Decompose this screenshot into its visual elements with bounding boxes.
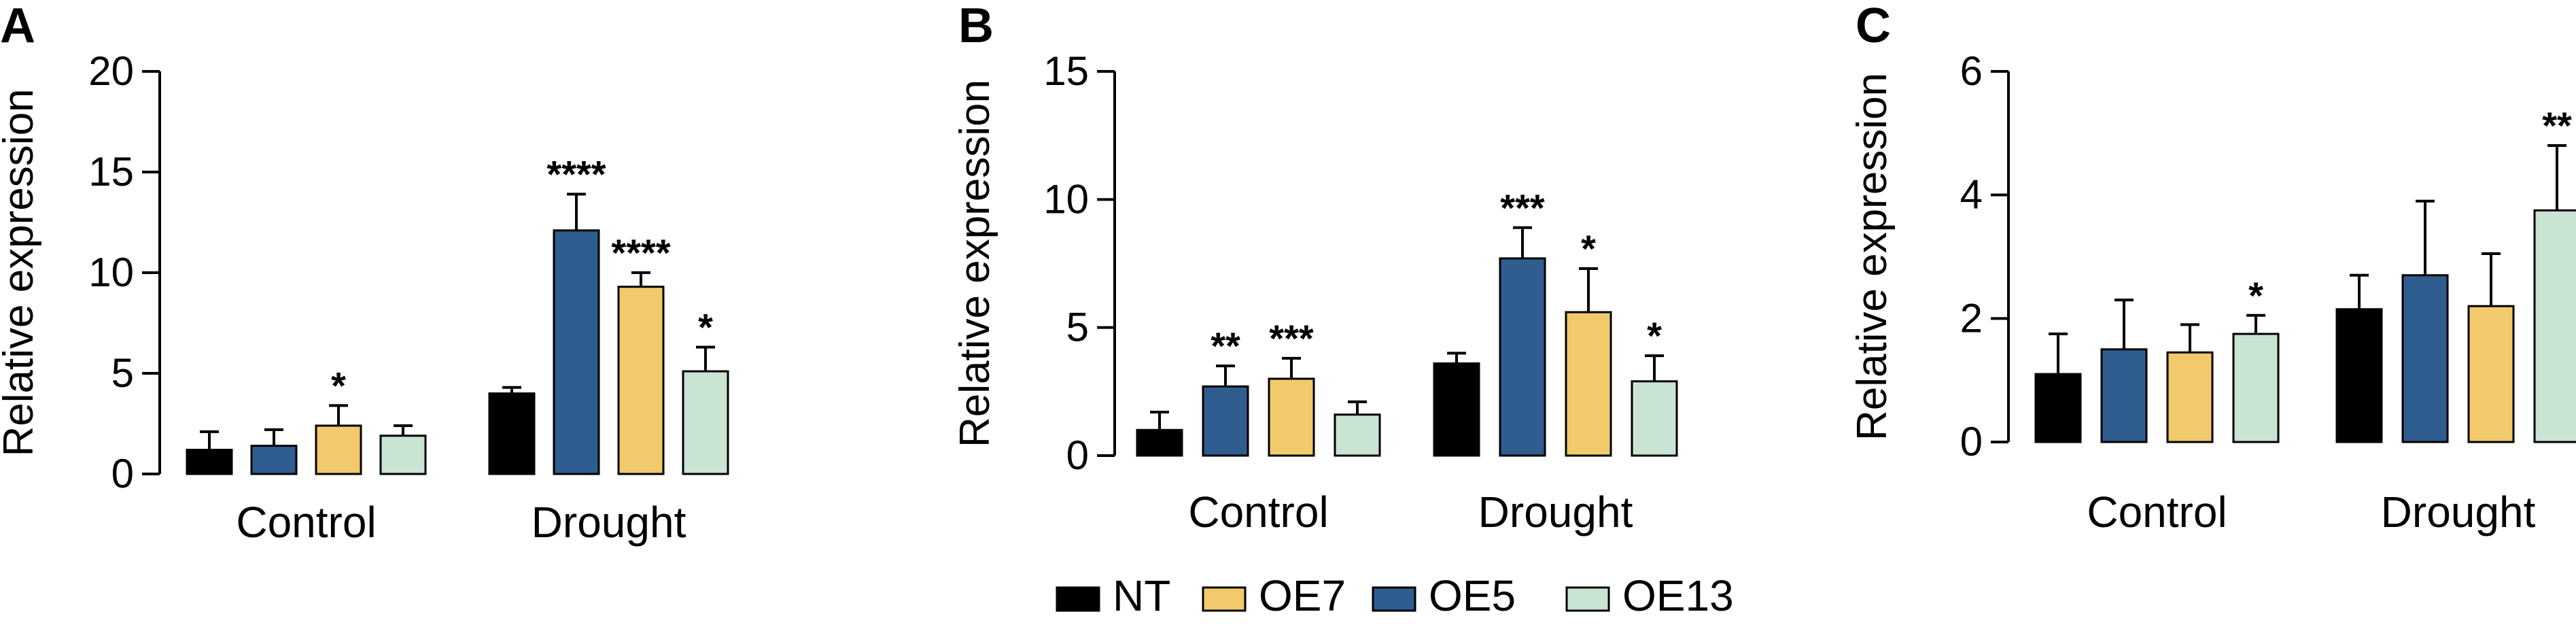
panel-label: C xyxy=(1856,0,1891,53)
significance-marker: **** xyxy=(546,153,606,196)
y-tick-label: 6 xyxy=(1960,48,1983,94)
panel-label: A xyxy=(0,0,35,53)
y-tick-label: 5 xyxy=(111,350,134,396)
y-axis-title: Relative expression xyxy=(0,88,42,456)
legend-label-oe5: OE5 xyxy=(1429,571,1516,620)
x-category-label: Drought xyxy=(2381,488,2536,537)
y-tick-label: 0 xyxy=(1960,419,1983,464)
panel-label: B xyxy=(958,0,994,53)
legend-label-nt: NT xyxy=(1113,571,1170,620)
bar-oe5-control xyxy=(2100,348,2148,443)
legend-swatch-oe13 xyxy=(1565,586,1610,612)
bar-oe7-control xyxy=(315,424,362,475)
bar-oe5-control xyxy=(1202,385,1249,457)
bar-oe7-control xyxy=(2166,351,2214,443)
y-tick-label: 4 xyxy=(1960,172,1983,218)
y-tick-label: 20 xyxy=(88,48,134,94)
y-tick-label: 15 xyxy=(1043,48,1089,94)
y-tick-label: 0 xyxy=(1066,432,1089,478)
bar-oe7-drought xyxy=(1565,311,1612,457)
significance-marker: * xyxy=(2248,274,2263,317)
bar-nt-drought xyxy=(488,392,536,475)
significance-marker: * xyxy=(698,306,713,349)
bar-oe13-control xyxy=(379,435,427,475)
bar-oe13-control xyxy=(1334,413,1381,457)
y-tick-label: 15 xyxy=(88,149,134,194)
bar-oe5-control xyxy=(250,445,298,475)
x-category-label: Drought xyxy=(532,498,686,547)
bar-oe13-drought xyxy=(1631,380,1678,457)
y-tick-label: 0 xyxy=(111,451,134,496)
significance-marker: ** xyxy=(1211,324,1240,367)
y-tick-label: 10 xyxy=(88,250,134,295)
bar-nt-control xyxy=(1136,428,1183,457)
bar-nt-control xyxy=(186,448,233,475)
y-axis-title: Relative expression xyxy=(1849,73,1896,441)
bar-oe7-drought xyxy=(617,286,665,475)
bar-nt-control xyxy=(2034,373,2082,443)
legend-swatch-oe7 xyxy=(1202,586,1247,612)
bar-oe7-control xyxy=(1268,377,1315,457)
y-tick-label: 2 xyxy=(1960,295,1983,341)
bar-nt-drought xyxy=(2335,308,2383,443)
y-tick-label: 5 xyxy=(1066,305,1089,350)
bar-oe5-drought xyxy=(1499,257,1546,457)
y-axis-title: Relative expression xyxy=(952,80,998,447)
legend-label-oe13: OE13 xyxy=(1622,571,1734,620)
legend-swatch-oe5 xyxy=(1372,586,1416,612)
significance-marker: * xyxy=(331,364,346,407)
y-tick-label: 10 xyxy=(1043,176,1089,222)
significance-marker: **** xyxy=(611,231,670,274)
legend-swatch-nt xyxy=(1056,586,1100,612)
x-category-label: Control xyxy=(236,498,376,547)
bar-nt-drought xyxy=(1433,362,1480,457)
bar-oe7-drought xyxy=(2467,305,2515,443)
significance-marker: *** xyxy=(1500,186,1545,229)
x-category-label: Control xyxy=(2087,488,2227,537)
significance-marker: * xyxy=(1581,227,1596,270)
legend-label-oe7: OE7 xyxy=(1259,571,1346,620)
legend: NT OE7 OE5 OE13 xyxy=(1056,571,1734,620)
panel-c: C 0 2 4 6 Relative expression * Control ** Drough… xyxy=(1849,0,2576,537)
bar-oe5-drought xyxy=(2401,274,2449,443)
x-category-label: Drought xyxy=(1478,488,1633,537)
bar-oe13-drought xyxy=(682,370,729,475)
bar-oe13-drought xyxy=(2533,209,2576,443)
significance-marker: *** xyxy=(1269,317,1314,360)
bar-oe13-control xyxy=(2232,333,2280,443)
significance-marker: * xyxy=(1647,314,1662,357)
significance-marker: ** xyxy=(2542,104,2572,147)
x-category-label: Control xyxy=(1188,488,1328,537)
bar-oe5-drought xyxy=(553,229,600,475)
